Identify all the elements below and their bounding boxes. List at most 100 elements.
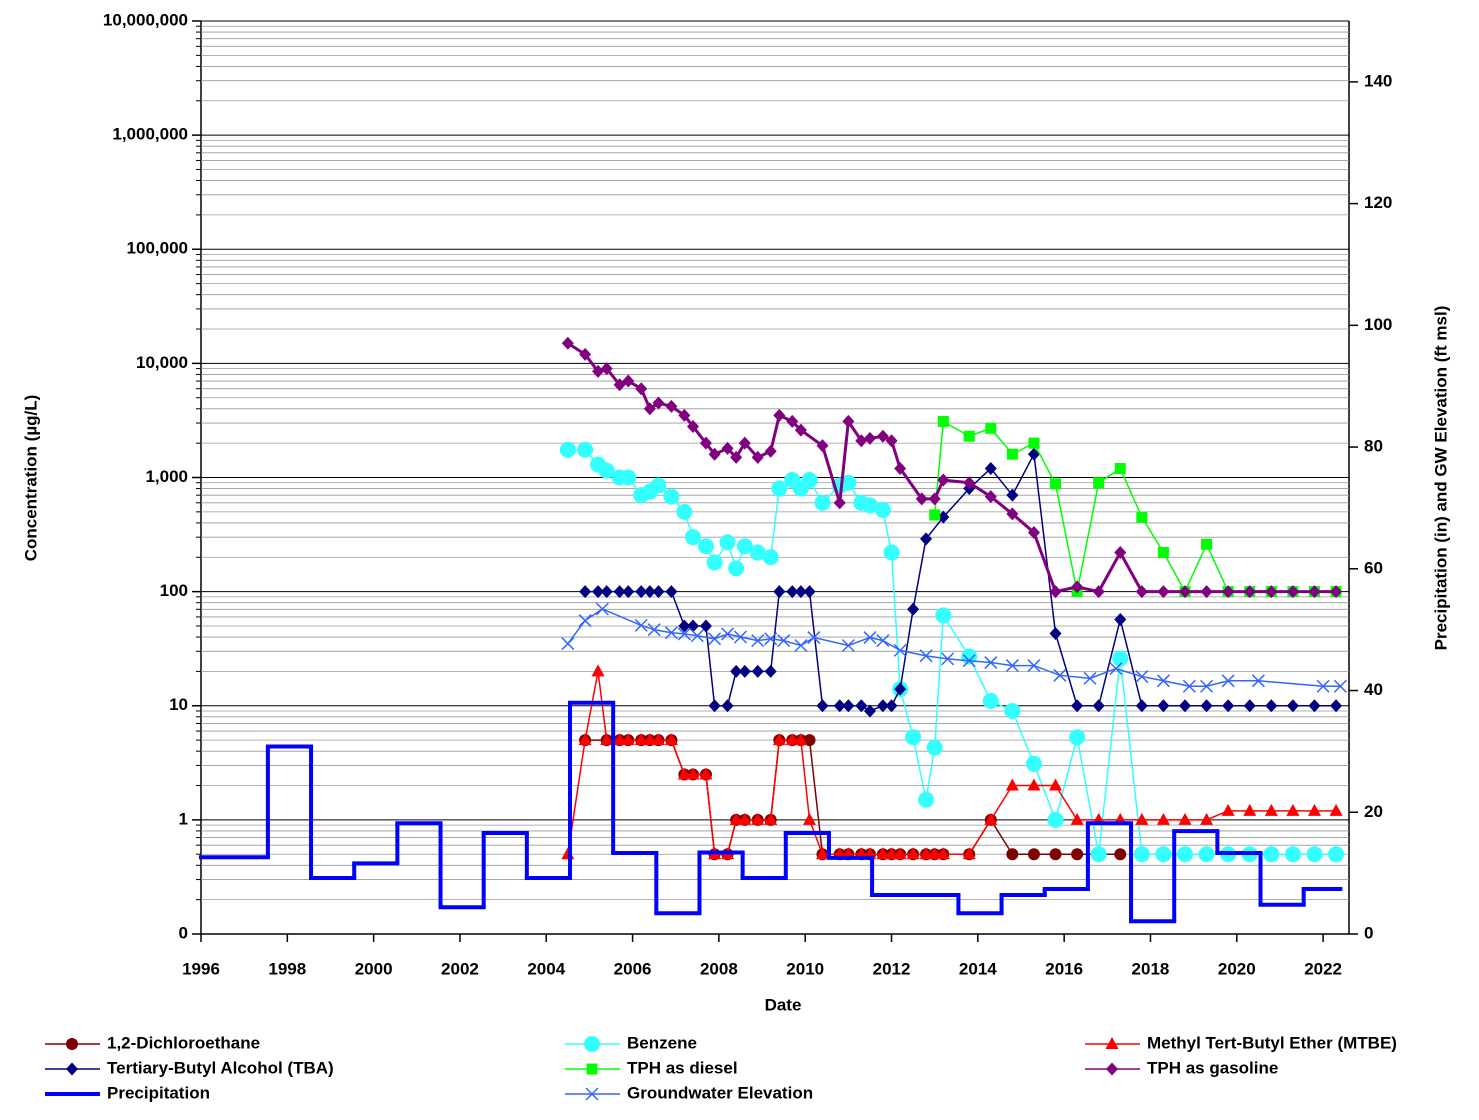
marker (561, 637, 575, 651)
marker (652, 396, 665, 410)
marker (773, 585, 786, 599)
y2-tick-label: 40 (1364, 680, 1383, 699)
legend-label: Methyl Tert-Butyl Ether (MTBE) (1147, 1033, 1397, 1052)
marker (635, 382, 648, 396)
marker (1049, 778, 1063, 791)
marker (1092, 699, 1105, 713)
marker (893, 643, 907, 657)
marker (738, 812, 752, 825)
marker (634, 618, 648, 632)
marker (729, 812, 743, 825)
marker (66, 1038, 78, 1050)
marker (620, 469, 637, 486)
marker (918, 791, 935, 808)
marker (579, 585, 592, 599)
marker (1157, 547, 1169, 559)
marker (697, 538, 714, 555)
marker (559, 441, 576, 458)
marker (1135, 585, 1148, 599)
marker (647, 623, 661, 637)
legend-item: Methyl Tert-Butyl Ether (MTBE) (1085, 1033, 1397, 1052)
marker (1114, 462, 1126, 474)
marker (1069, 729, 1086, 746)
marker (906, 847, 920, 860)
marker (1105, 1037, 1119, 1049)
marker (963, 430, 975, 442)
marker (595, 602, 609, 616)
marker (733, 630, 748, 644)
marker (678, 619, 691, 633)
x-tick-label: 2004 (527, 959, 565, 978)
x-tick-label: 2014 (959, 959, 997, 978)
marker (833, 699, 846, 713)
marker (1286, 699, 1299, 713)
marker (708, 447, 721, 461)
x-tick-label: 2000 (355, 959, 393, 978)
y-axis-title: Concentration (µg/L) (21, 395, 40, 562)
marker (651, 733, 665, 746)
marker (643, 733, 657, 746)
marker (1157, 699, 1170, 713)
series (561, 336, 1343, 599)
marker (1090, 846, 1107, 863)
marker (634, 733, 648, 746)
marker (664, 733, 678, 746)
marker (1027, 848, 1040, 861)
marker (777, 634, 791, 648)
marker (1286, 803, 1300, 816)
marker (1006, 448, 1018, 460)
marker (1136, 511, 1148, 523)
marker (1053, 668, 1067, 682)
series-line (567, 342, 1337, 594)
marker (803, 812, 817, 825)
x-tick-label: 1996 (182, 959, 220, 978)
marker (643, 585, 656, 599)
legend-label: Precipitation (107, 1083, 210, 1102)
marker (579, 347, 592, 361)
marker (876, 699, 889, 713)
marker (1330, 585, 1343, 599)
marker (736, 538, 753, 555)
x-tick-label: 2020 (1218, 959, 1256, 978)
marker (598, 462, 615, 479)
marker (1135, 812, 1149, 825)
x-tick-label: 2012 (873, 959, 911, 978)
marker (764, 812, 778, 825)
marker (1005, 778, 1019, 791)
series (579, 447, 1343, 718)
marker (578, 733, 592, 746)
marker (929, 509, 941, 521)
marker (1243, 803, 1257, 816)
y-tick-label: 1,000,000 (112, 125, 188, 144)
marker (885, 434, 898, 448)
marker (1178, 812, 1192, 825)
series-line (585, 739, 1121, 855)
marker (803, 734, 816, 747)
marker (1330, 699, 1343, 713)
marker (893, 847, 907, 860)
marker (1286, 585, 1299, 599)
marker (751, 634, 765, 648)
marker (600, 362, 613, 376)
marker (1071, 699, 1084, 713)
marker (600, 733, 614, 746)
marker (1109, 662, 1123, 676)
marker (885, 699, 898, 713)
y2-tick-label: 60 (1364, 558, 1383, 577)
marker (801, 472, 818, 489)
marker (855, 434, 868, 448)
marker (720, 627, 735, 641)
marker (561, 847, 575, 860)
legend-item: TPH as diesel (565, 1058, 738, 1077)
marker (1200, 585, 1213, 599)
marker (794, 638, 808, 653)
marker (1265, 699, 1278, 713)
marker (613, 585, 626, 599)
marker (842, 699, 855, 713)
marker (1333, 679, 1347, 693)
marker (762, 549, 779, 566)
marker (883, 544, 900, 561)
marker (861, 497, 878, 514)
marker (592, 364, 605, 378)
marker (1135, 699, 1148, 713)
